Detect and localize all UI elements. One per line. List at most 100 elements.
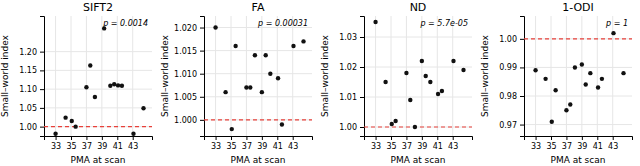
- grid: [44, 16, 152, 136]
- axis-line: [40, 17, 45, 137]
- tick: 37: [82, 136, 92, 151]
- tick-label: 1.05: [19, 104, 37, 113]
- grid: [364, 16, 472, 136]
- annotation: p = 0.00031: [257, 19, 308, 28]
- grid-line: [364, 37, 472, 38]
- tick: 1.00: [19, 123, 44, 132]
- tick: 0.97: [499, 121, 524, 130]
- grid-line: [421, 16, 422, 136]
- tick-mark: [200, 120, 204, 121]
- tick-mark: [40, 70, 44, 71]
- tick-mark: [200, 97, 204, 98]
- tick-mark: [376, 136, 377, 140]
- tick: 43: [448, 136, 458, 151]
- tick: 1.05: [19, 104, 44, 113]
- point: [112, 82, 116, 86]
- point: [428, 80, 432, 84]
- y-axis: 1.001.011.021.03: [339, 17, 364, 137]
- reference-line: [524, 38, 632, 39]
- tick-label: 33: [531, 142, 541, 151]
- tick-label: 39: [97, 142, 107, 151]
- tick: 35: [386, 136, 396, 151]
- tick-mark: [200, 28, 204, 29]
- tick-label: 33: [371, 142, 381, 151]
- point: [408, 98, 412, 102]
- grid-line: [406, 16, 407, 136]
- point: [584, 82, 588, 86]
- tick-label: 1.15: [19, 66, 37, 75]
- grid-line: [86, 16, 87, 136]
- grid-line: [55, 16, 56, 136]
- tick-mark: [40, 108, 44, 109]
- plot-area: [524, 31, 632, 124]
- tick-label: 1.10: [19, 85, 37, 94]
- point: [248, 85, 252, 89]
- tick: 1.015: [174, 47, 204, 56]
- tick-label: 0.97: [499, 121, 517, 130]
- point: [53, 132, 57, 136]
- tick-label: 1.00: [499, 35, 517, 44]
- tick: 43: [128, 136, 138, 151]
- tick: 41: [593, 136, 603, 151]
- tick: 1.000: [174, 116, 204, 125]
- grid-line: [452, 16, 453, 136]
- tick: 41: [433, 136, 443, 151]
- tick-label: 37: [242, 142, 252, 151]
- grid-line: [364, 127, 472, 128]
- tick: 35: [226, 136, 236, 151]
- y-axis: 1.0001.0051.0101.0151.020: [174, 17, 204, 137]
- grid-line: [375, 16, 376, 136]
- grid-line: [292, 16, 293, 136]
- tick: 43: [288, 136, 298, 151]
- tick-mark: [200, 74, 204, 75]
- tick-label: 37: [562, 142, 572, 151]
- point: [141, 106, 145, 110]
- x-axis: 333537394143: [45, 136, 153, 151]
- point: [301, 39, 305, 43]
- y-axis: 1.001.051.101.151.20: [19, 17, 44, 137]
- tick: 37: [402, 136, 412, 151]
- grid-line: [261, 16, 262, 136]
- tick-mark: [391, 136, 392, 140]
- grid-line: [581, 16, 582, 136]
- plot-area: [44, 26, 152, 136]
- axis-line: [365, 137, 473, 141]
- panel: 3335373941431.001.051.101.151.20SIFT2p =…: [0, 1, 152, 165]
- tick-label: 35: [386, 142, 396, 151]
- grid-line: [551, 16, 552, 136]
- tick-label: 43: [448, 142, 458, 151]
- tick: 37: [562, 136, 572, 151]
- tick: 1.010: [174, 70, 204, 79]
- tick-label: 41: [113, 142, 123, 151]
- axis-line: [200, 17, 205, 137]
- tick: 1.005: [174, 93, 204, 102]
- tick-mark: [520, 125, 524, 126]
- x-axis-label: PMA at scan: [231, 155, 286, 165]
- point: [424, 74, 428, 78]
- grid-line: [246, 16, 247, 136]
- grid-line: [101, 16, 102, 136]
- point: [268, 71, 272, 75]
- tick-mark: [40, 127, 44, 128]
- point: [291, 44, 295, 48]
- point: [213, 25, 217, 29]
- tick-label: 1.03: [339, 33, 357, 42]
- tick-mark: [453, 136, 454, 140]
- y-axis: 0.970.980.991.00: [499, 17, 524, 137]
- panel: 3335373941431.0001.0051.0101.0151.020FAp…: [160, 1, 312, 165]
- tick: 1.03: [339, 33, 364, 42]
- point: [393, 119, 397, 123]
- tick-mark: [582, 136, 583, 140]
- title: ND: [410, 1, 427, 14]
- grid-line: [117, 16, 118, 136]
- tick-mark: [56, 136, 57, 140]
- reference-line: [204, 119, 312, 120]
- point: [276, 76, 280, 80]
- panel: 3335373941430.970.980.991.001-ODIp = 1PM…: [480, 1, 632, 165]
- tick-label: 1.02: [339, 63, 357, 72]
- reference-line: [44, 126, 152, 127]
- y-axis-label: Small–world index: [0, 34, 10, 116]
- tick-mark: [520, 67, 524, 68]
- axis-line: [360, 17, 365, 137]
- point: [611, 31, 615, 35]
